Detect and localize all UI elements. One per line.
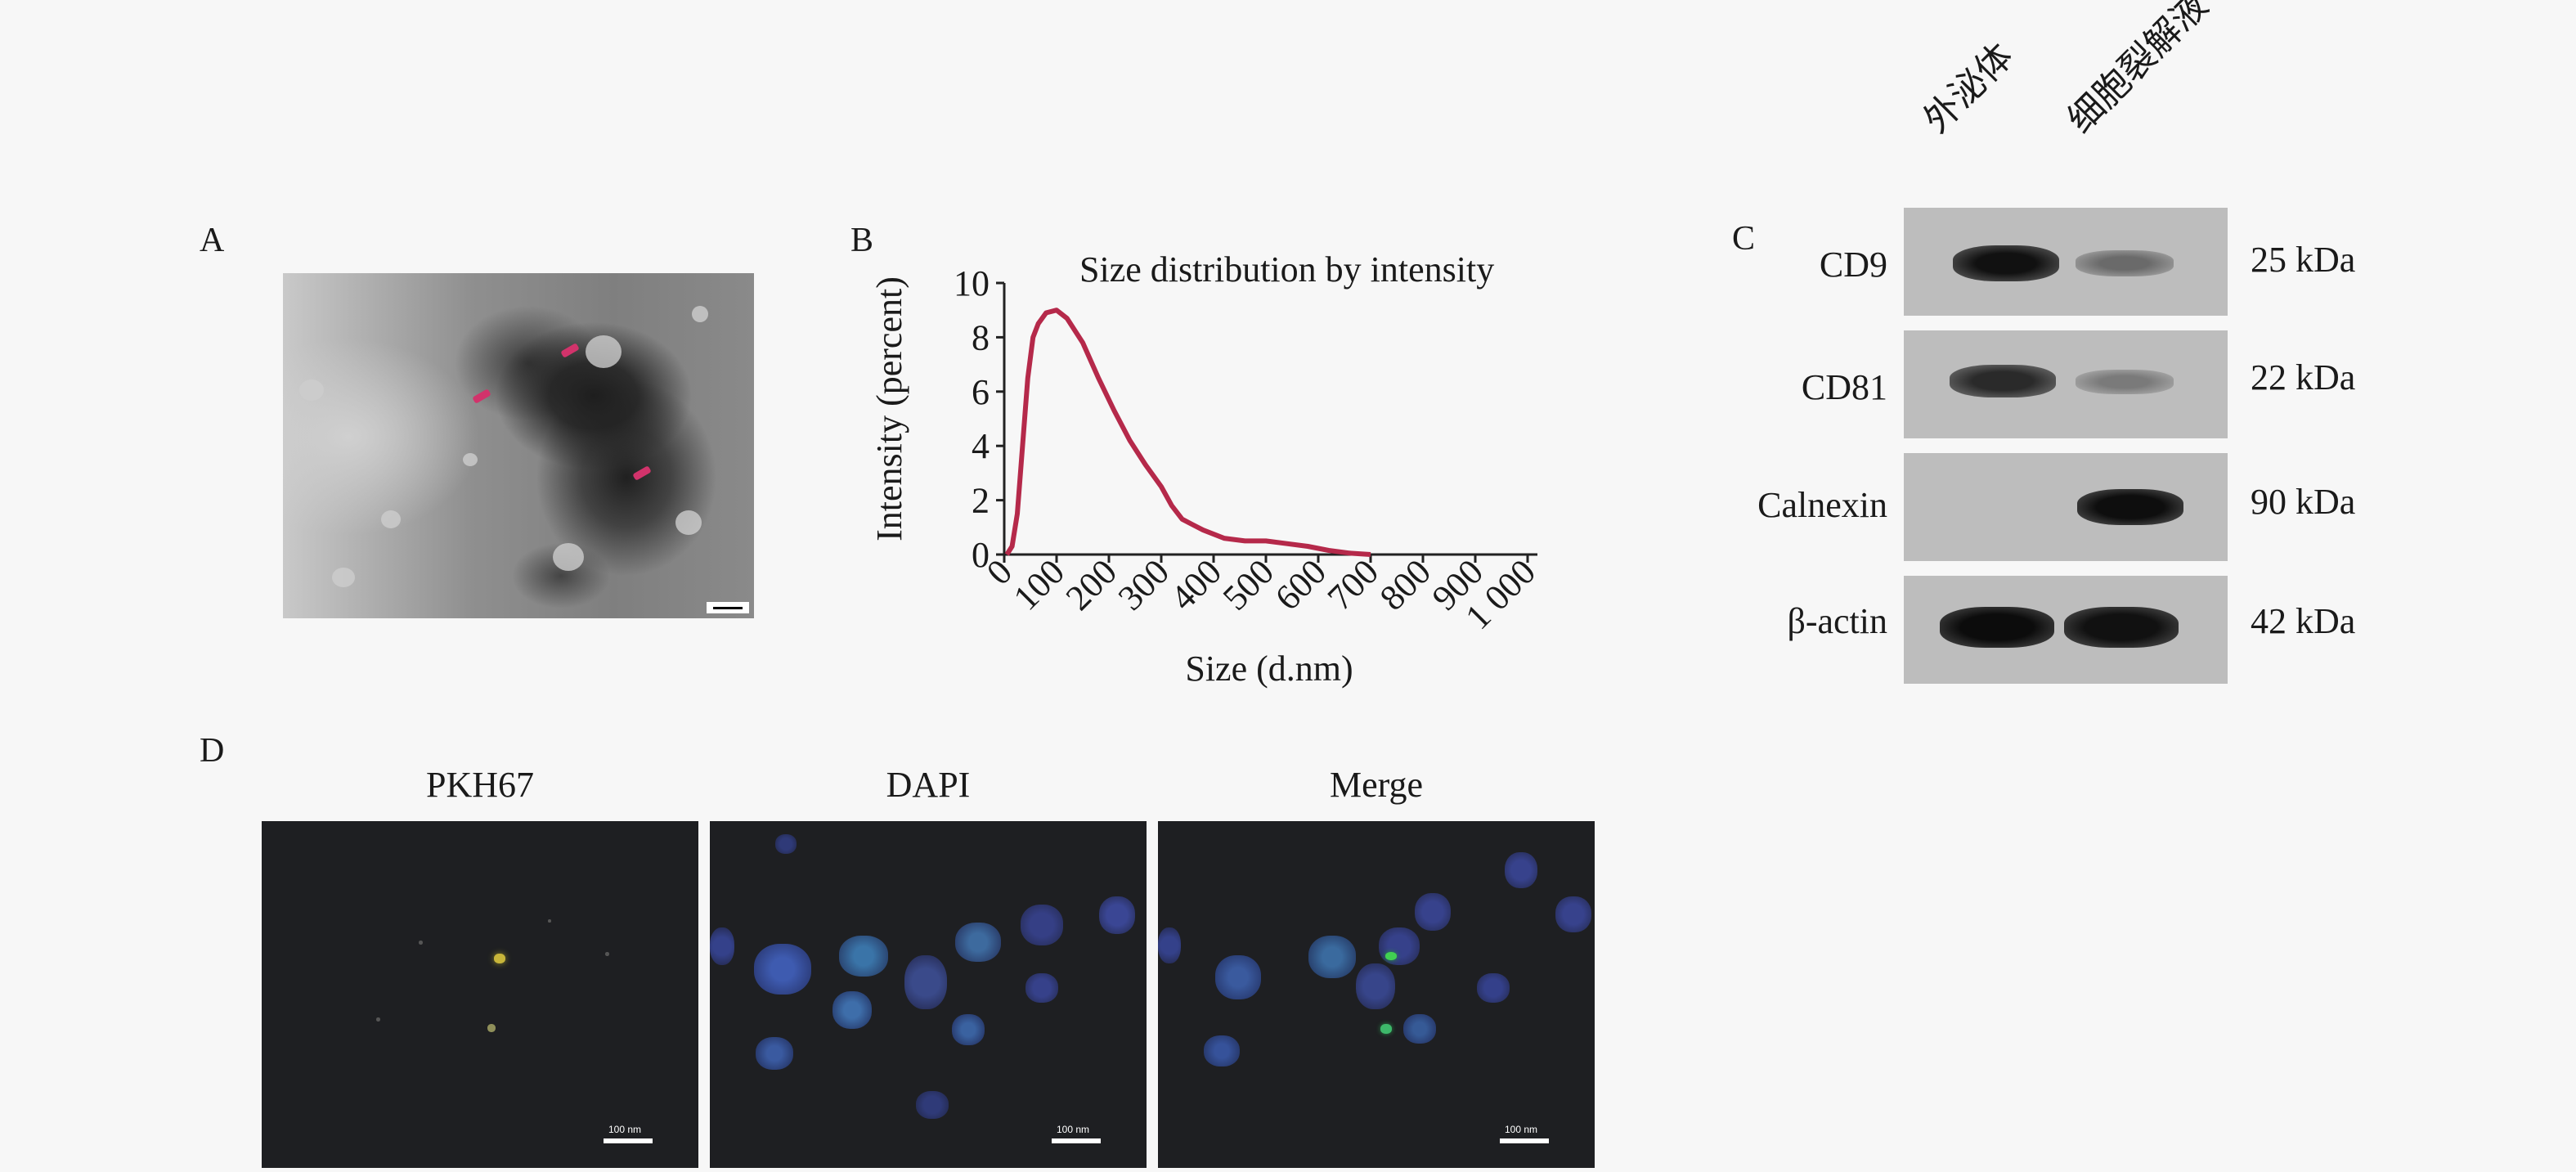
blot-kda-cd9: 25 kDa <box>2251 240 2356 280</box>
size-distribution-chart: Size distribution by intensity Intensity… <box>869 249 1543 689</box>
micro-title-merge: Merge <box>1329 765 1424 805</box>
dapi-scale-bar <box>1052 1138 1101 1143</box>
blot-strip-beta-actin <box>1904 576 2228 684</box>
pkh67-scale-bar <box>604 1138 653 1143</box>
panel-letter-a: A <box>200 222 225 259</box>
blot-strip-calnexin <box>1904 453 2228 561</box>
blot-row-label-calnexin: Calnexin <box>1757 485 1887 525</box>
intensity-series-line <box>1004 308 1371 557</box>
blot-column-label-lysate: 细胞裂解液 <box>2060 0 2216 141</box>
y-tick-label: 4 <box>972 426 990 466</box>
chart-title: Size distribution by intensity <box>1079 249 1494 290</box>
y-tick-label: 10 <box>954 263 990 303</box>
x-axis-label: Size (d.nm) <box>1185 649 1353 689</box>
micro-image-dapi: 100 nm <box>710 821 1147 1168</box>
vesicle-arrow <box>560 343 580 358</box>
blot-kda-calnexin: 90 kDa <box>2251 482 2356 522</box>
blot-kda-beta-actin: 42 kDa <box>2251 601 2356 641</box>
micro-title-pkh67: PKH67 <box>425 765 535 805</box>
blot-strip-cd81 <box>1904 330 2228 438</box>
blot-strip-cd9 <box>1904 208 2228 316</box>
pkh67-scale-label: 100 nm <box>608 1124 641 1135</box>
y-axis-label: Intensity (percent) <box>869 276 909 541</box>
tem-image <box>283 273 754 618</box>
blot-column-label-exosome: 外泌体 <box>1916 35 2022 141</box>
blot-row-label-beta-actin: β-actin <box>1787 601 1887 641</box>
blot-kda-cd81: 22 kDa <box>2251 357 2356 397</box>
vesicle-arrow <box>472 388 491 404</box>
merge-scale-bar <box>1500 1138 1549 1143</box>
blot-row-label-cd81: CD81 <box>1801 367 1887 407</box>
y-tick-label: 6 <box>972 372 990 412</box>
y-tick-label: 8 <box>972 317 990 357</box>
panel-letter-c: C <box>1732 220 1756 258</box>
dapi-scale-label: 100 nm <box>1056 1124 1089 1135</box>
panel-letter-b: B <box>850 222 874 259</box>
micro-image-merge: 100 nm <box>1158 821 1595 1168</box>
blot-row-label-cd9: CD9 <box>1819 245 1887 285</box>
micro-title-dapi: DAPI <box>886 765 971 805</box>
micro-image-pkh67: 100 nm <box>262 821 698 1168</box>
y-tick-label: 2 <box>972 481 990 521</box>
tem-scale-bar <box>707 602 749 613</box>
y-tick-label: 0 <box>972 535 990 575</box>
merge-scale-label: 100 nm <box>1504 1124 1537 1135</box>
panel-letter-d: D <box>200 732 225 770</box>
vesicle-arrow <box>632 465 652 481</box>
